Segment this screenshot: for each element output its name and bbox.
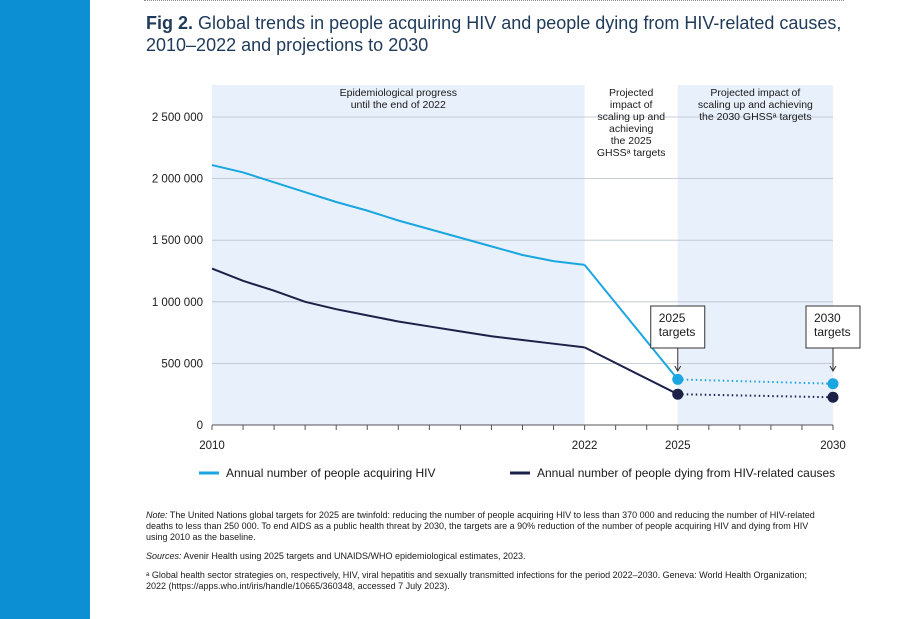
figure-label: Fig 2. [146, 13, 194, 33]
figure-notes: Note: The United Nations global targets … [146, 510, 826, 600]
region-label-2: GHSSᵃ targets [597, 147, 666, 159]
sources-label: Sources: [146, 551, 182, 561]
note-text: The United Nations global targets for 20… [146, 510, 815, 542]
y-tick-label: 2 000 000 [152, 174, 203, 186]
x-tick-label: 2030 [820, 440, 846, 452]
projection-line-2 [584, 346, 679, 396]
region-label-1: Epidemiological progress [340, 87, 457, 99]
region-label-1: until the end of 2022 [351, 99, 446, 111]
footnote-paragraph: ᵃ Global health sector strategies on, re… [146, 570, 808, 591]
target-point-1 [827, 378, 839, 390]
target-dotted-line-2 [677, 393, 834, 399]
x-tick-label: 2022 [572, 440, 598, 452]
annotation-arrowhead-2 [829, 365, 837, 372]
region-background-3 [677, 85, 833, 425]
series-line-1 [211, 164, 585, 266]
region-label-2: the 2025 [611, 135, 652, 147]
x-tick-label: 2010 [199, 440, 225, 452]
region-label-2: scaling up and [597, 111, 665, 123]
note-paragraph: Note: The United Nations global targets … [146, 510, 826, 543]
figure-title-line1: Global trends in people acquiring HIV an… [198, 13, 842, 33]
region-label-3: Projected impact of [710, 87, 800, 99]
region-label-2: impact of [610, 99, 653, 111]
projection-line-1 [583, 264, 679, 381]
y-tick-label: 1 000 000 [152, 297, 203, 309]
figure-title: Fig 2. Global trends in people acquiring… [146, 12, 846, 56]
region-label-2: achieving [609, 123, 654, 135]
target-annotation-box-2 [805, 305, 861, 349]
x-tick-label: 2025 [665, 440, 691, 452]
target-dotted-line-1 [677, 378, 834, 385]
top-divider [144, 0, 844, 1]
region-label-2: Projected [609, 87, 654, 99]
target-annotation-label-2: 2030 [814, 311, 841, 325]
target-point-1 [672, 373, 684, 385]
target-point-2 [672, 388, 684, 400]
sources-text: Avenir Health using 2025 targets and UNA… [181, 551, 526, 561]
region-background-1 [212, 85, 585, 425]
figure-title-line2: 2010–2022 and projections to 2030 [146, 35, 429, 55]
target-point-2 [827, 391, 839, 403]
target-annotation-box-1 [650, 305, 706, 349]
y-tick-label: 1 500 000 [152, 235, 203, 247]
region-label-3: scaling up and achieving [698, 99, 813, 111]
note-label: Note: [146, 510, 168, 520]
target-annotation-label-2: targets [814, 325, 851, 339]
annotation-arrowhead-1 [674, 365, 682, 372]
y-tick-label: 500 000 [161, 358, 203, 370]
region-label-3: the 2030 GHSSᵃ targets [699, 111, 811, 123]
series-line-2 [211, 267, 585, 349]
legend-label-1: Annual number of people acquiring HIV [226, 466, 435, 480]
target-annotation-label-1: targets [659, 325, 696, 339]
y-tick-label: 0 [197, 420, 203, 432]
sidebar-accent [0, 0, 90, 619]
legend-label-2: Annual number of people dying from HIV-r… [537, 466, 835, 480]
sources-paragraph: Sources: Avenir Health using 2025 target… [146, 551, 826, 562]
y-tick-label: 2 500 000 [152, 112, 203, 124]
target-annotation-label-1: 2025 [659, 311, 686, 325]
